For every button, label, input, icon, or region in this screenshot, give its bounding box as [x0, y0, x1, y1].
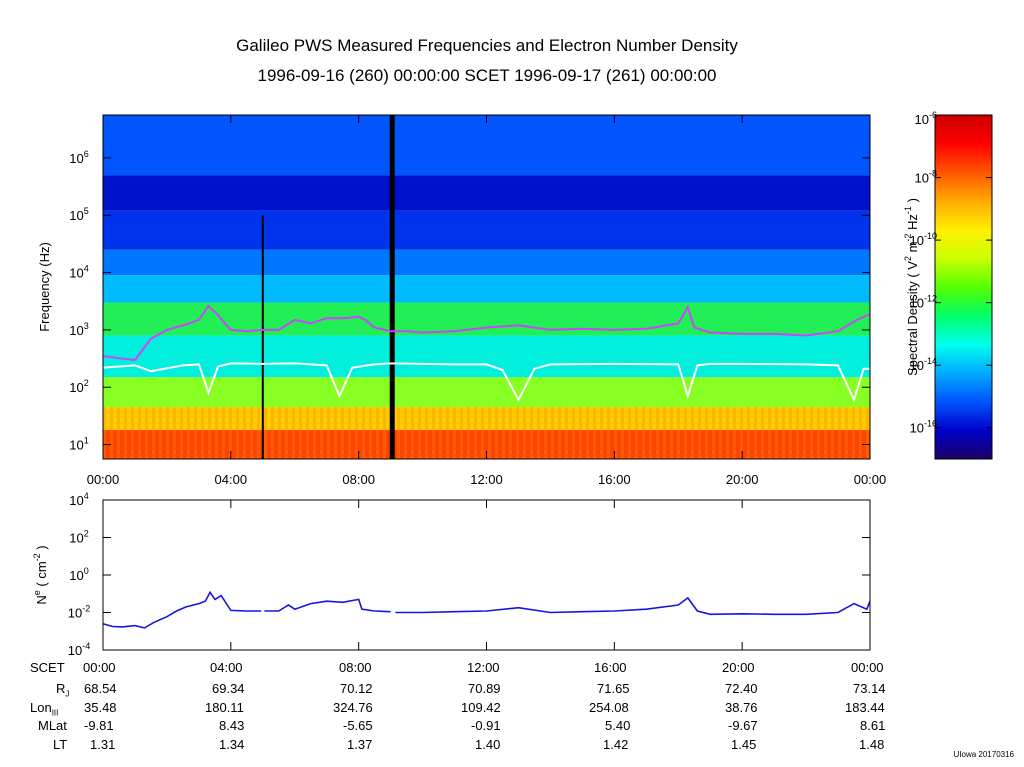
ephem-scet-1: 04:00 [210, 660, 243, 675]
spectrogram-band-6 [103, 249, 870, 276]
ephem-scet-2: 08:00 [339, 660, 372, 675]
spectrogram-image [103, 115, 870, 459]
ephem-lt-6: 1.48 [859, 737, 885, 752]
ephem-scet-0: 00:00 [83, 660, 116, 675]
ephem-lt-4: 1.42 [603, 737, 629, 752]
ephem-mlat-2: -5.65 [343, 718, 373, 733]
ephem-scet-3: 12:00 [467, 660, 500, 675]
ephem-label-lon-base: Lon [30, 700, 52, 715]
ephem-label-lon-sub: III [51, 708, 59, 718]
ephem-mlat-3: -0.91 [471, 718, 501, 733]
ephem-scet-4: 16:00 [594, 660, 627, 675]
time-tick-label-6: 00:00 [854, 472, 887, 487]
chart-title: Galileo PWS Measured Frequencies and Ele… [236, 36, 738, 55]
density-line-segment-2 [395, 596, 870, 616]
spectrogram-band-8 [103, 175, 870, 211]
density-tick-label-2: 100 [69, 566, 88, 583]
series-line-electron-cyclotron-frequency [103, 362, 870, 403]
ephem-lon-5: 38.76 [725, 700, 758, 715]
ephem-rj-5: 72.40 [725, 681, 758, 696]
density-frame [102, 499, 871, 651]
spectrogram-band-7 [103, 210, 870, 250]
spectrogram-band-9 [103, 115, 870, 176]
ephem-lon-6: 183.44 [845, 700, 885, 715]
colorbar-tick-label-5: 10-16 [910, 419, 937, 436]
colorbar-label: Spectral Density ( V2 m-2 Hz-1 ) [903, 198, 920, 376]
spectrogram-band-3 [103, 335, 870, 378]
density-tick-label-4: 104 [69, 491, 88, 508]
ephem-lt-5: 1.45 [731, 737, 757, 752]
time-tick-label-0: 00:00 [87, 472, 120, 487]
series-line-upper-hybrid-frequency [103, 304, 870, 361]
freq-tick-label-3: 104 [69, 264, 88, 281]
time-tick-label-4: 16:00 [598, 472, 631, 487]
ephem-rj-0: 68.54 [84, 681, 117, 696]
ephem-label-rj-base: R [56, 681, 66, 696]
freq-tick-label-4: 105 [69, 206, 88, 223]
time-tick-label-5: 20:00 [726, 472, 759, 487]
frequency-axis-label: Frequency (Hz) [37, 242, 52, 332]
ephem-lon-2: 324.76 [333, 700, 373, 715]
ephem-rj-6: 73.14 [853, 681, 886, 696]
freq-tick-label-5: 106 [69, 149, 88, 166]
ephem-mlat-1: 8.43 [219, 718, 245, 733]
ephem-label-rj: RJ [56, 681, 69, 699]
ephem-rj-4: 71.65 [597, 681, 630, 696]
ephem-mlat-0: -9.81 [84, 718, 114, 733]
ephem-scet-6: 00:00 [851, 660, 884, 675]
density-tick-label-3: 102 [69, 529, 88, 546]
ephem-lt-1: 1.34 [219, 737, 245, 752]
colorbar [934, 114, 993, 460]
ephem-lon-4: 254.08 [589, 700, 629, 715]
credit-stamp: UIowa 20170316 [953, 750, 1015, 759]
time-tick-label-3: 12:00 [470, 472, 503, 487]
colorbar-tick-label-1: 10-8 [915, 169, 937, 186]
spectrogram-band-4 [103, 302, 870, 336]
ephem-rj-2: 70.12 [340, 681, 373, 696]
density-line-segment-0 [103, 590, 262, 629]
ephem-lon-0: 35.48 [84, 700, 117, 715]
density-tick-label-1: 10-2 [68, 604, 90, 621]
spectrogram-band-1 [103, 407, 870, 430]
colorbar-tick-label-0: 10-6 [915, 110, 937, 127]
ephem-scet-5: 20:00 [722, 660, 755, 675]
ephem-lt-0: 1.31 [90, 737, 116, 752]
ephem-rj-1: 69.34 [212, 681, 245, 696]
density-tick-label-0: 10-4 [68, 641, 90, 658]
ephem-label-rj-sub: J [65, 689, 70, 699]
spectrogram-band-5 [103, 275, 870, 303]
density-axis-label: Ne ( cm-2 ) [32, 545, 49, 604]
freq-tick-label-1: 102 [69, 378, 88, 395]
freq-tick-label-0: 101 [69, 436, 88, 453]
colorbar-tick-label-3: 10-12 [910, 294, 937, 311]
time-tick-label-2: 08:00 [342, 472, 375, 487]
ephem-lt-2: 1.37 [347, 737, 373, 752]
ephem-label-lon: LonIII [30, 700, 58, 718]
spectrogram-band-2 [103, 377, 870, 408]
ephem-label-scet: SCET [30, 660, 65, 675]
ephem-mlat-5: -9.67 [728, 718, 758, 733]
ephem-rj-3: 70.89 [468, 681, 501, 696]
ephem-lon-1: 180.11 [205, 700, 244, 715]
ephem-lt-3: 1.40 [475, 737, 501, 752]
freq-tick-label-2: 103 [69, 321, 88, 338]
ephem-mlat-4: 5.40 [605, 718, 631, 733]
chart-subtitle: 1996-09-16 (260) 00:00:00 SCET 1996-09-1… [257, 66, 717, 85]
spectrogram-striping [103, 407, 869, 459]
ephem-label-lt: LT [53, 737, 68, 752]
ephem-lon-3: 109.42 [461, 700, 501, 715]
colorbar-tick-label-4: 10-14 [910, 356, 937, 373]
ephem-mlat-6: 8.61 [860, 718, 886, 733]
time-tick-label-1: 04:00 [215, 472, 248, 487]
colorbar-tick-label-2: 10-10 [910, 231, 937, 248]
density-line-segment-1 [264, 598, 391, 613]
ephem-label-mlat: MLat [38, 718, 67, 733]
